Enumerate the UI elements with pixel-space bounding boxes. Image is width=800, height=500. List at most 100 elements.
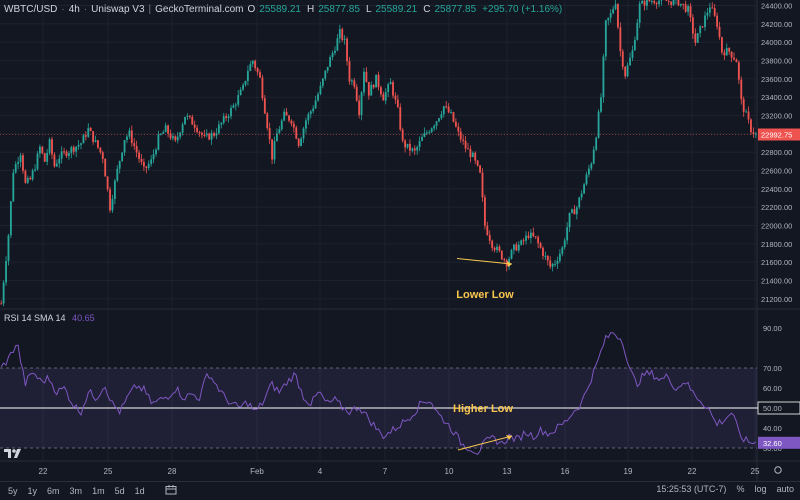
price-tick-label: 23800.00 bbox=[761, 57, 792, 66]
timeframe-6m[interactable]: 6m bbox=[47, 486, 60, 496]
price-tick-label: 23200.00 bbox=[761, 112, 792, 121]
higher-low-label: Higher Low bbox=[453, 403, 513, 415]
candle-body bbox=[348, 61, 351, 82]
candle-body bbox=[655, 2, 658, 5]
symbol-label[interactable]: WBTC/USD bbox=[4, 4, 58, 15]
timeframe-1m[interactable]: 1m bbox=[92, 486, 105, 496]
candle-body bbox=[583, 184, 585, 194]
candle-body bbox=[551, 263, 554, 267]
candle-body bbox=[723, 52, 726, 56]
candle-body bbox=[629, 57, 631, 66]
candle-body bbox=[266, 113, 269, 129]
candle-body bbox=[46, 152, 49, 162]
candle-body bbox=[343, 38, 346, 40]
tradingview-logo[interactable] bbox=[4, 446, 22, 464]
open-value: 25589.21 bbox=[259, 4, 301, 15]
price-tick-label: 22000.00 bbox=[761, 222, 792, 231]
candle-body bbox=[520, 240, 523, 245]
timeframe-5d[interactable]: 5d bbox=[114, 486, 125, 496]
candle-body bbox=[239, 89, 242, 96]
candle-body bbox=[752, 132, 755, 134]
candle-body bbox=[329, 57, 332, 67]
price-tick-label: 21600.00 bbox=[761, 258, 792, 267]
candle-body bbox=[607, 17, 610, 21]
price-tick-label: 24200.00 bbox=[761, 20, 792, 29]
candle-body bbox=[230, 107, 232, 117]
price-axis[interactable]: 24400.00 24200.00 24000.00 23800.00 23600.00… bbox=[0, 2, 800, 304]
rsi-legend[interactable]: RSI 14 SMA 14 40.65 bbox=[4, 313, 95, 323]
candle-body bbox=[363, 71, 365, 93]
candle-body bbox=[392, 82, 394, 96]
candle-body bbox=[48, 139, 51, 153]
candle-body bbox=[312, 108, 315, 112]
candle-body bbox=[142, 162, 145, 167]
timeframe-1y[interactable]: 1y bbox=[27, 486, 38, 496]
candle-body bbox=[22, 155, 24, 171]
date-range-icon[interactable] bbox=[165, 485, 177, 497]
candle-body bbox=[641, 0, 644, 4]
low-key: L bbox=[365, 4, 372, 15]
candle-body bbox=[237, 95, 240, 105]
candle-body bbox=[138, 152, 140, 159]
candle-body bbox=[256, 68, 259, 73]
candle-body bbox=[157, 134, 160, 150]
rsi-tick-label: 40.00 bbox=[763, 424, 782, 433]
candle-body bbox=[539, 243, 542, 248]
candle-body bbox=[585, 174, 588, 185]
candle-body bbox=[571, 209, 573, 213]
time-tick-label: 25 bbox=[104, 467, 113, 476]
candle-body bbox=[60, 151, 63, 159]
candle-body bbox=[70, 147, 73, 153]
candle-body bbox=[297, 138, 300, 146]
candle-body bbox=[718, 26, 721, 38]
candle-body bbox=[544, 255, 547, 257]
candle-body bbox=[483, 197, 486, 226]
clock-readout[interactable]: 15:25:53 (UTC-7) bbox=[656, 484, 727, 494]
log-toggle[interactable]: log bbox=[754, 484, 767, 494]
candle-body bbox=[367, 81, 370, 96]
candle-body bbox=[101, 152, 104, 159]
candle-body bbox=[450, 112, 452, 114]
candle-body bbox=[447, 106, 450, 113]
candle-body bbox=[292, 123, 295, 128]
candle-body bbox=[17, 161, 20, 164]
candle-body bbox=[590, 163, 593, 169]
candle-body bbox=[113, 180, 116, 199]
timeframe-1d[interactable]: 1d bbox=[134, 486, 145, 496]
candle-body bbox=[12, 172, 15, 202]
chart-legend: WBTC/USD · 4h · Uniswap V3 | GeckoTermin… bbox=[4, 4, 564, 15]
candle-body bbox=[184, 116, 186, 125]
rsi-current-tag bbox=[758, 436, 800, 449]
auto-toggle[interactable]: auto bbox=[776, 484, 794, 494]
open-key: O bbox=[247, 4, 256, 15]
candle-body bbox=[658, 0, 660, 5]
candle-body bbox=[617, 4, 619, 28]
candle-body bbox=[638, 3, 641, 23]
time-axis[interactable]: 22 25 28 Feb 4 7 10 13 16 19 22 25 bbox=[0, 460, 800, 476]
candle-body bbox=[222, 116, 225, 123]
time-tick-label: 22 bbox=[39, 467, 48, 476]
timeframe-3m[interactable]: 3m bbox=[69, 486, 83, 496]
interval-label[interactable]: 4h bbox=[68, 4, 80, 15]
candle-body bbox=[394, 95, 397, 100]
candle-body bbox=[193, 124, 196, 128]
timeframe-5y[interactable]: 5y bbox=[8, 486, 18, 496]
candle-body bbox=[271, 139, 274, 160]
percent-toggle[interactable]: % bbox=[736, 484, 745, 494]
candle-body bbox=[430, 128, 433, 133]
candle-body bbox=[496, 246, 498, 251]
candle-body bbox=[259, 72, 261, 78]
price-tick-label: 24400.00 bbox=[761, 2, 792, 11]
candle-body bbox=[624, 66, 627, 77]
candle-body bbox=[135, 146, 138, 153]
candle-body bbox=[126, 136, 128, 141]
candles bbox=[0, 0, 757, 307]
candle-body bbox=[621, 51, 624, 67]
candle-body bbox=[488, 234, 491, 241]
candle-body bbox=[38, 146, 41, 154]
candle-body bbox=[561, 247, 564, 254]
candle-body bbox=[41, 146, 44, 154]
